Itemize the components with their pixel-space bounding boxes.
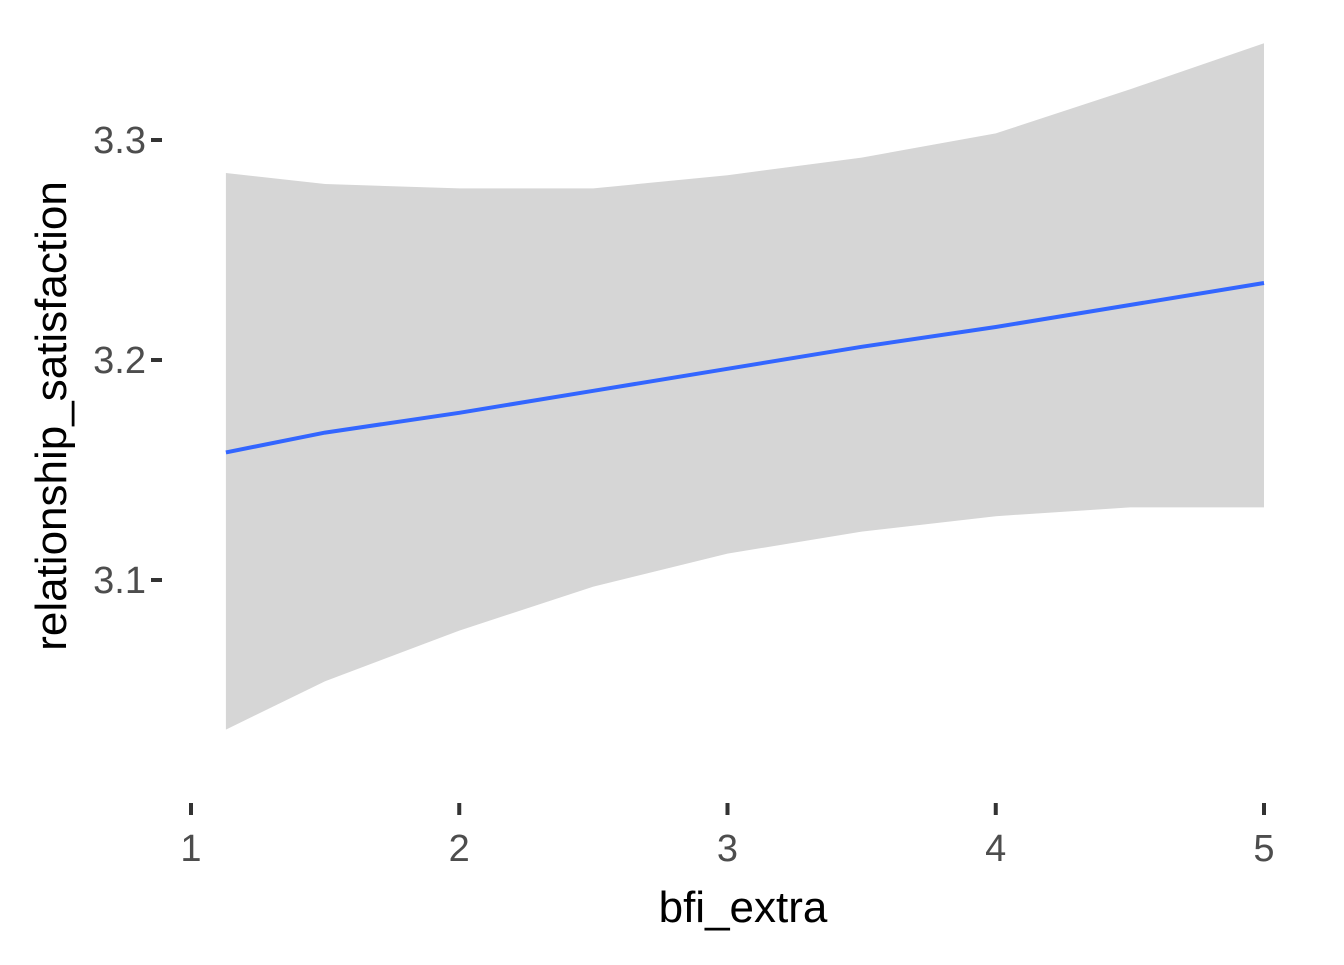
y-tick-label: 3.1 [93, 560, 146, 602]
y-axis: 3.1 3.2 3.3 [93, 120, 162, 602]
y-axis-title: relationship_satisfaction [27, 181, 76, 651]
confidence-band [225, 43, 1264, 730]
x-tick-label: 4 [985, 828, 1006, 870]
x-tick-label: 3 [717, 828, 738, 870]
x-tick-label: 2 [449, 828, 470, 870]
fitted-line [225, 281, 1265, 455]
x-tick-label: 1 [180, 828, 201, 870]
y-tick-label: 3.3 [93, 120, 146, 162]
x-tick-label: 5 [1253, 828, 1274, 870]
x-axis: 1 2 3 4 5 [180, 803, 1275, 870]
y-tick-label: 3.2 [93, 340, 146, 382]
confidence-band-layer [225, 43, 1264, 730]
trend-line-layer [225, 281, 1265, 455]
x-axis-title: bfi_extra [659, 883, 828, 932]
